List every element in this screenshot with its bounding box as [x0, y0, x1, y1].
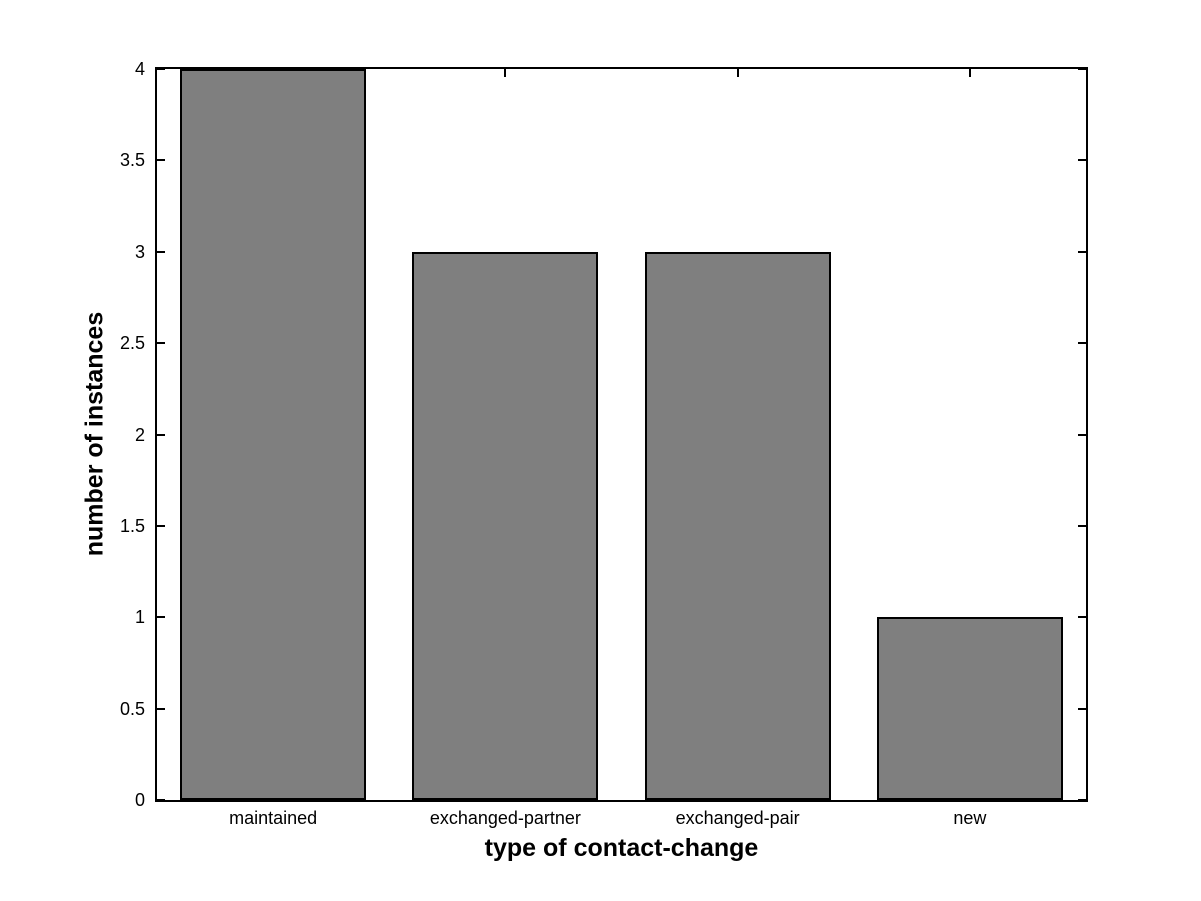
- y-tick-mark: [1078, 250, 1086, 253]
- y-tick-mark: [1078, 707, 1086, 710]
- y-tick-mark: [1078, 342, 1086, 345]
- y-tick-mark: [1078, 159, 1086, 162]
- bar-exchanged-pair: [644, 251, 831, 800]
- y-tick-mark: [1078, 799, 1086, 801]
- y-tick-mark: [1078, 68, 1086, 70]
- y-tick-label: 3: [134, 241, 145, 262]
- x-tick-label: new: [953, 808, 987, 828]
- x-tick-label: exchanged-partner: [429, 808, 581, 828]
- y-tick-label: 2.5: [119, 333, 145, 354]
- bar-exchanged-partner: [412, 251, 599, 800]
- y-tick-label: 0: [134, 790, 145, 810]
- y-tick-mark: [157, 799, 165, 801]
- x-axis-label: type of contact-change: [484, 834, 759, 862]
- x-tick-label: maintained: [229, 808, 318, 828]
- x-tick-labels: maintained exchanged-partner exchanged-pai…: [157, 806, 1086, 832]
- y-tick-mark: [157, 68, 165, 70]
- y-tick-mark: [1078, 616, 1086, 619]
- bar-new: [876, 617, 1063, 800]
- y-tick-mark: [157, 524, 165, 527]
- x-tick-label: exchanged-pair: [675, 808, 800, 828]
- y-tick-mark: [1078, 524, 1086, 527]
- bar-maintained: [180, 69, 367, 800]
- y-tick-label: 3.5: [119, 150, 145, 171]
- y-tick-mark: [157, 159, 165, 162]
- y-tick-label: 2: [134, 424, 145, 445]
- y-tick-mark: [157, 433, 165, 436]
- y-tick-mark: [157, 707, 165, 710]
- plot-area: [155, 67, 1088, 802]
- y-tick-label: 1.5: [119, 515, 145, 536]
- y-tick-label: 4: [134, 59, 145, 79]
- y-tick-labels: 0 0.5 1 1.5 2 2.5 3 3.5 4: [0, 59, 145, 810]
- x-tick-mark: [504, 69, 507, 77]
- y-tick-mark: [157, 250, 165, 253]
- y-tick-label: 1: [134, 607, 145, 628]
- x-tick-mark: [736, 69, 739, 77]
- x-tick-mark: [968, 69, 971, 77]
- y-tick-mark: [157, 342, 165, 345]
- y-tick-label: 0.5: [119, 698, 145, 719]
- y-tick-mark: [157, 616, 165, 619]
- y-tick-mark: [1078, 433, 1086, 436]
